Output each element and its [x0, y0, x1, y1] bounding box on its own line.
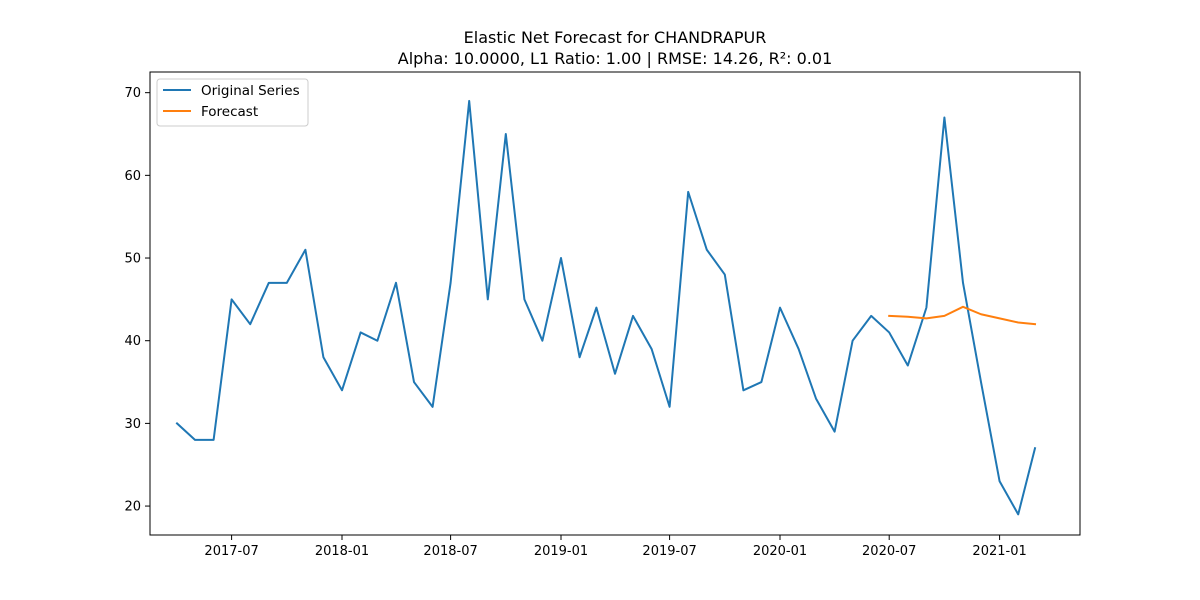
legend: Original Series Forecast — [156, 78, 309, 127]
y-tick-label: 40 — [124, 334, 141, 349]
series-layer — [175, 99, 1037, 516]
x-tick-label: 2020-07 — [862, 544, 916, 559]
y-tick-label: 20 — [124, 500, 141, 515]
series-line-forecast — [888, 305, 1037, 326]
series-line-original-series — [175, 99, 1037, 516]
y-tick-label: 60 — [124, 169, 141, 184]
x-tick-label: 2019-07 — [642, 544, 696, 559]
plot-area-frame — [149, 71, 1081, 536]
chart-subtitle: Alpha: 10.0000, L1 Ratio: 1.00 | RMSE: 1… — [398, 49, 833, 68]
legend-box — [156, 78, 309, 127]
y-tick-label: 50 — [124, 252, 141, 267]
x-axis: 2017-07 2018-01 2018-07 2019-01 2019-07 2020-… — [204, 535, 1027, 559]
x-tick-label: 2017-07 — [204, 544, 258, 559]
x-tick-label: 2020-01 — [753, 544, 807, 559]
x-tick-label: 2021-01 — [972, 544, 1026, 559]
x-tick-label: 2018-07 — [423, 544, 477, 559]
y-tick-label: 70 — [124, 86, 141, 101]
y-tick-label: 30 — [124, 417, 141, 432]
legend-label-forecast: Forecast — [201, 104, 258, 120]
chart-title: Elastic Net Forecast for CHANDRAPUR — [464, 28, 767, 47]
x-tick-label: 2018-01 — [315, 544, 369, 559]
y-axis: 20 30 40 50 60 70 — [124, 86, 150, 515]
x-tick-label: 2019-01 — [534, 544, 588, 559]
legend-label-original-series: Original Series — [201, 83, 300, 99]
